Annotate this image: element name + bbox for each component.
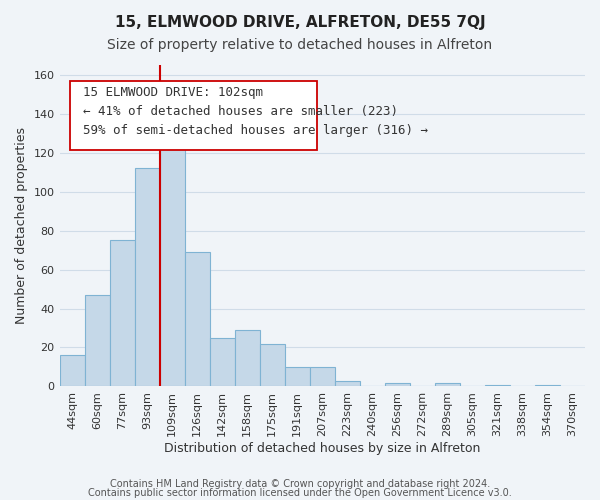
Y-axis label: Number of detached properties: Number of detached properties bbox=[15, 127, 28, 324]
Bar bbox=[85, 295, 110, 386]
Bar bbox=[134, 168, 160, 386]
Bar bbox=[535, 384, 560, 386]
Bar bbox=[435, 382, 460, 386]
Text: Size of property relative to detached houses in Alfreton: Size of property relative to detached ho… bbox=[107, 38, 493, 52]
Text: Contains HM Land Registry data © Crown copyright and database right 2024.: Contains HM Land Registry data © Crown c… bbox=[110, 479, 490, 489]
Bar bbox=[59, 356, 85, 386]
Bar bbox=[209, 338, 235, 386]
Text: 15, ELMWOOD DRIVE, ALFRETON, DE55 7QJ: 15, ELMWOOD DRIVE, ALFRETON, DE55 7QJ bbox=[115, 15, 485, 30]
Bar bbox=[485, 384, 510, 386]
Bar bbox=[285, 367, 310, 386]
Bar bbox=[335, 380, 360, 386]
X-axis label: Distribution of detached houses by size in Alfreton: Distribution of detached houses by size … bbox=[164, 442, 481, 455]
Text: Contains public sector information licensed under the Open Government Licence v3: Contains public sector information licen… bbox=[88, 488, 512, 498]
Bar bbox=[385, 382, 410, 386]
Bar bbox=[310, 367, 335, 386]
Bar bbox=[160, 147, 185, 386]
Bar bbox=[185, 252, 209, 386]
Bar bbox=[110, 240, 134, 386]
Text: 15 ELMWOOD DRIVE: 102sqm
← 41% of detached houses are smaller (223)
59% of semi-: 15 ELMWOOD DRIVE: 102sqm ← 41% of detach… bbox=[83, 86, 428, 137]
Bar bbox=[235, 330, 260, 386]
Bar bbox=[260, 344, 285, 386]
FancyBboxPatch shape bbox=[70, 81, 317, 150]
